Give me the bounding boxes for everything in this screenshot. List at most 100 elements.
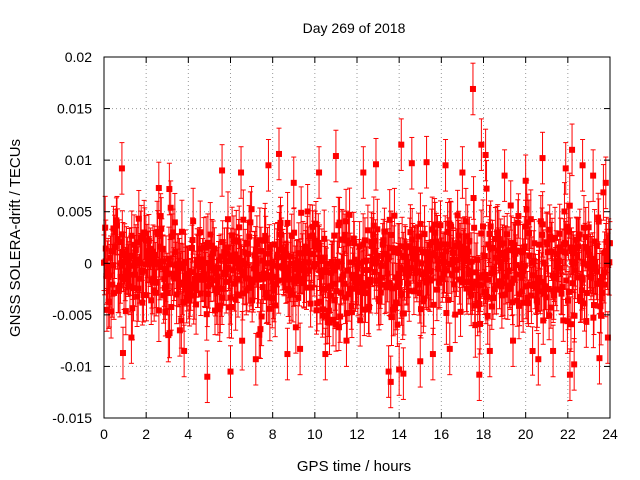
data-point: [370, 213, 377, 257]
x-tick-label: 16: [434, 426, 450, 442]
data-point: [408, 136, 415, 190]
data-point: [284, 327, 291, 381]
data-point: [507, 180, 514, 231]
x-tick-label: 20: [518, 426, 534, 442]
data-point: [477, 293, 484, 355]
data-point: [579, 139, 586, 192]
data-point: [316, 146, 323, 199]
data-point: [469, 62, 476, 116]
x-tick-label: 12: [349, 426, 365, 442]
y-tick-label: 0.02: [65, 49, 92, 65]
data-point: [476, 348, 483, 401]
data-point: [166, 162, 173, 216]
x-tick-label: 8: [269, 426, 277, 442]
data-point: [239, 310, 246, 371]
data-point: [176, 304, 183, 357]
x-tick-label: 4: [184, 426, 192, 442]
ticks: [103, 56, 611, 419]
data-point: [529, 326, 536, 376]
data-point: [442, 139, 449, 192]
data-point: [364, 204, 371, 256]
data-point: [227, 345, 234, 398]
data-point: [400, 291, 407, 336]
data-point: [313, 285, 320, 335]
data-point: [391, 187, 398, 244]
data-point: [545, 265, 552, 313]
data-point: [595, 198, 602, 245]
data-point: [602, 156, 609, 210]
x-tick-labels: 0 2 4 6 8 10 12 14 16 18 20 22 24: [100, 426, 618, 442]
data-point: [360, 213, 367, 276]
data-point: [400, 347, 407, 400]
x-tick-label: 2: [142, 426, 150, 442]
data-point: [482, 128, 489, 182]
data-point: [113, 195, 120, 256]
data-point: [128, 311, 135, 364]
data-point: [483, 160, 490, 218]
data-point: [569, 123, 576, 177]
data-point: [522, 154, 529, 208]
data-point: [290, 156, 297, 210]
data-point: [537, 268, 544, 315]
y-tick-label: 0.01: [65, 152, 92, 168]
data-point: [595, 192, 602, 243]
data-point: [501, 149, 508, 202]
data-point: [560, 298, 567, 342]
data-point: [275, 127, 282, 181]
data-point: [557, 217, 564, 277]
data-point: [238, 146, 245, 199]
data-point: [332, 129, 339, 183]
y-tick-label: 0.005: [57, 204, 92, 220]
data-point: [372, 137, 379, 191]
data-point: [486, 324, 493, 378]
data-points: [101, 62, 613, 409]
data-point: [562, 142, 569, 195]
data-point: [398, 118, 405, 171]
data-point: [459, 146, 466, 199]
y-tick-labels: -0.015 -0.01 -0.005 0 0.005 0.01 0.015 0.02: [52, 49, 92, 426]
data-point: [539, 131, 546, 185]
data-point: [443, 281, 450, 345]
data-point: [452, 286, 459, 344]
data-point: [571, 338, 578, 391]
data-point: [155, 161, 162, 215]
data-point: [322, 327, 329, 381]
data-point: [510, 314, 517, 367]
data-point: [446, 322, 453, 376]
y-tick-label: -0.005: [52, 307, 92, 323]
y-tick-label: 0.015: [57, 101, 92, 117]
y-axis-label: GNSS SOLERA-drift / TECUs: [7, 139, 24, 337]
data-point: [423, 135, 430, 189]
data-point: [396, 343, 403, 396]
data-point: [320, 284, 327, 335]
y-tick-label: 0: [84, 255, 92, 271]
x-axis-label: GPS time / hours: [297, 458, 411, 475]
data-point: [118, 142, 125, 195]
data-point: [240, 189, 247, 250]
data-point: [429, 327, 436, 381]
x-tick-label: 24: [602, 426, 618, 442]
data-point: [550, 324, 557, 378]
data-point: [438, 222, 445, 266]
data-point: [204, 350, 211, 404]
data-point: [252, 332, 259, 386]
data-point: [566, 348, 573, 401]
data-point: [590, 275, 597, 336]
y-tick-label: -0.01: [60, 358, 92, 374]
data-point: [265, 139, 272, 192]
data-point: [520, 272, 527, 333]
data-point: [360, 146, 367, 199]
data-point: [297, 322, 304, 376]
x-tick-label: 10: [307, 426, 323, 442]
data-point: [387, 355, 394, 409]
chart-title: Day 269 of 2018: [303, 20, 406, 36]
data-point: [119, 326, 126, 380]
data-point: [417, 334, 424, 388]
data-point: [181, 324, 188, 378]
x-tick-label: 6: [227, 426, 235, 442]
data-point: [535, 332, 542, 386]
data-point: [600, 164, 607, 221]
data-point: [478, 118, 485, 171]
data-point: [590, 149, 597, 202]
